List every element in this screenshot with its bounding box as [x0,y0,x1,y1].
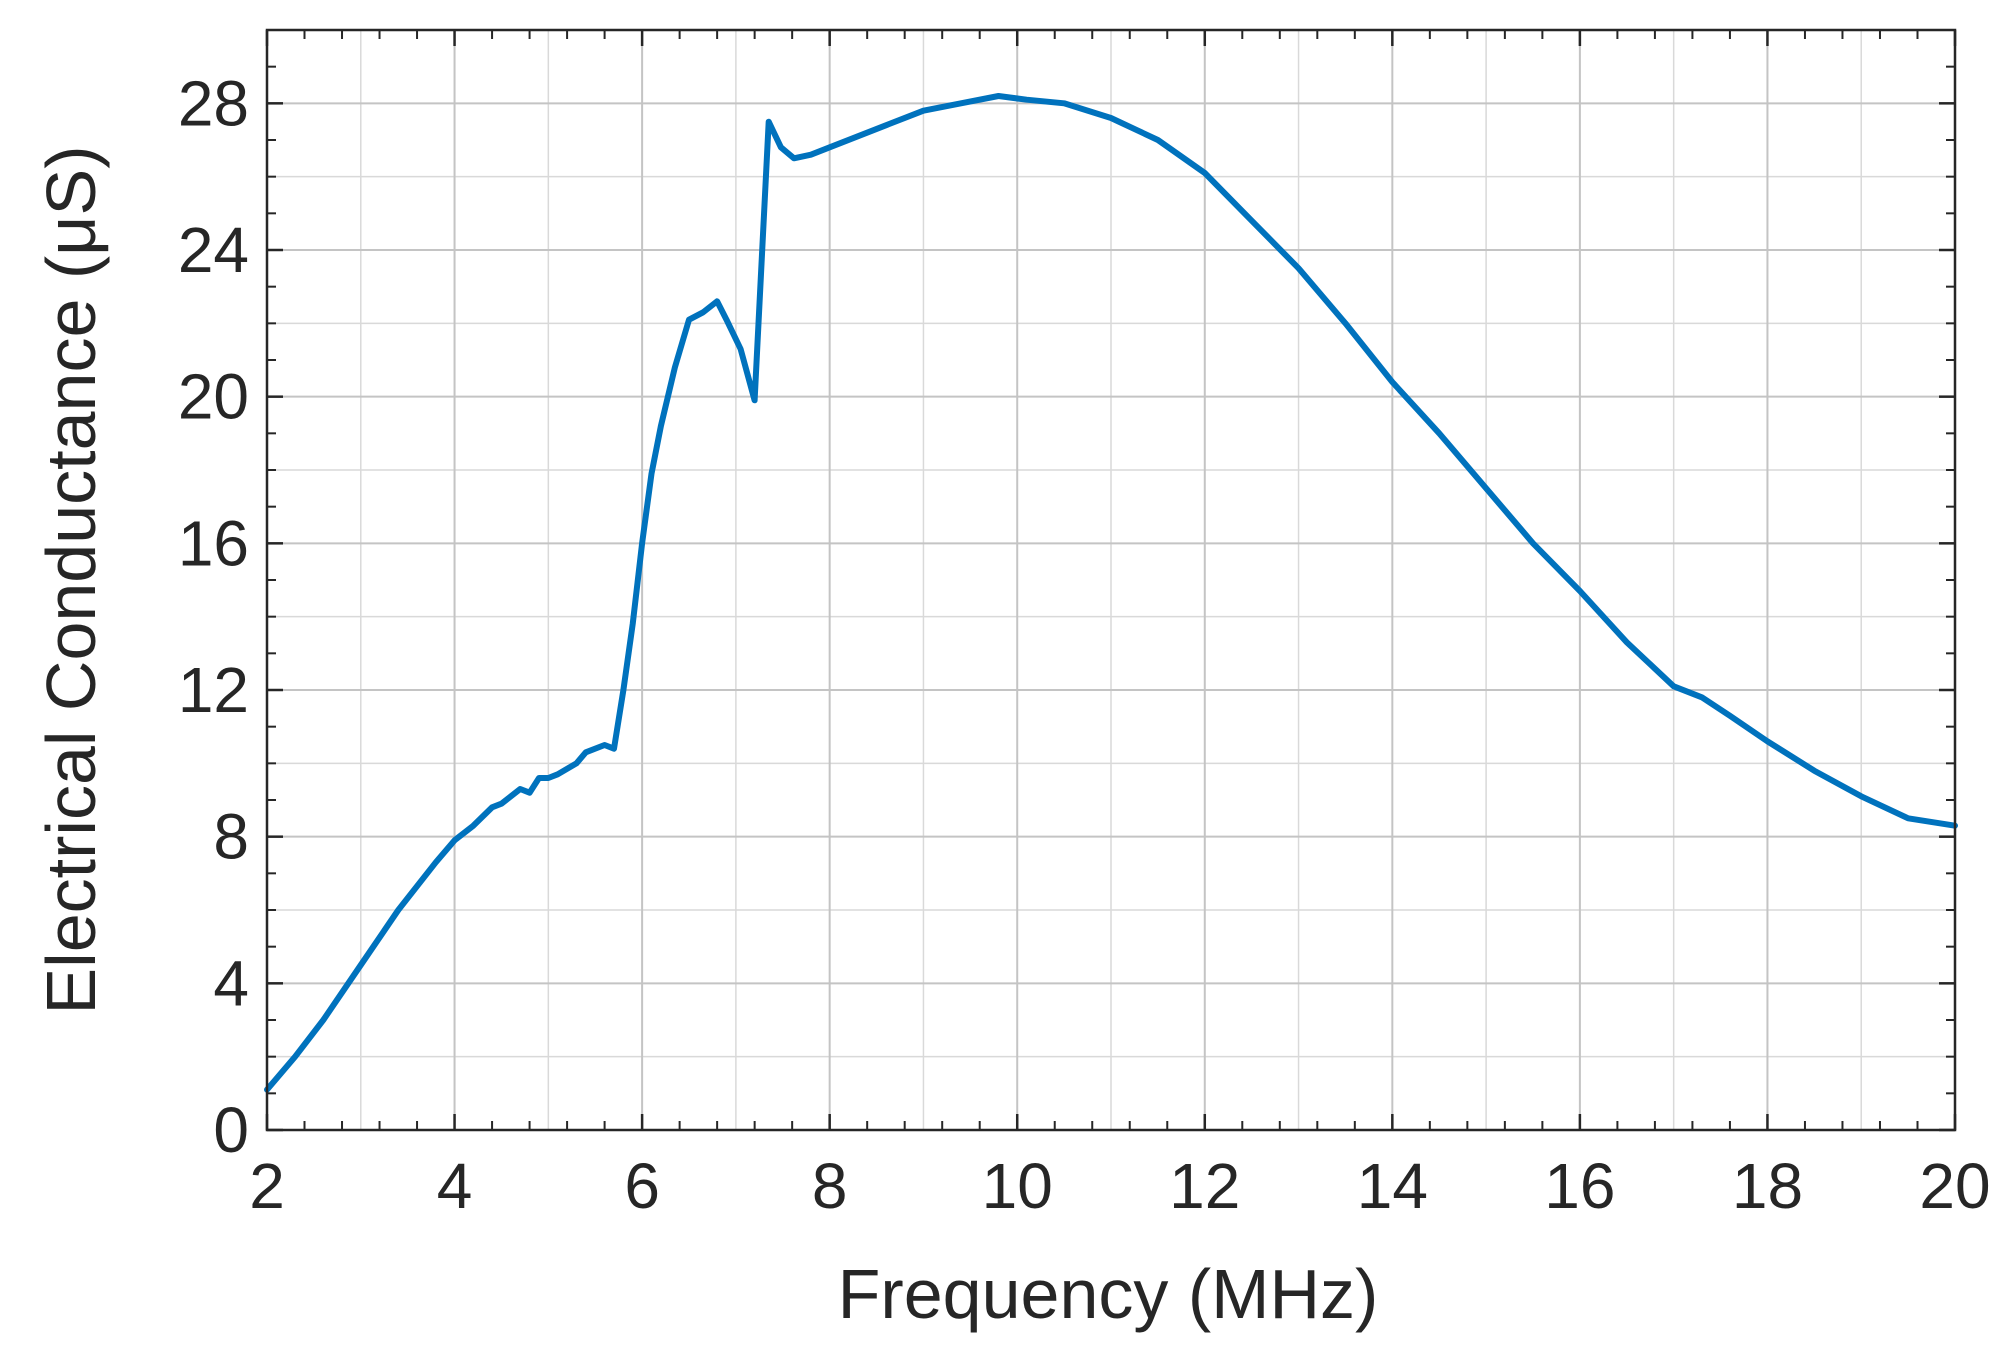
tick-layer [265,30,1957,1132]
x-tick-label: 12 [1169,1150,1240,1222]
x-tick-label: 4 [437,1150,473,1222]
x-tick-label: 20 [1919,1150,1990,1222]
x-tick-label: 8 [812,1150,848,1222]
y-tick-label: 16 [178,507,249,579]
x-axis-title: Frequency (MHz) [838,1255,1379,1333]
x-tick-label: 2 [249,1150,285,1222]
x-tick-label: 6 [624,1150,660,1222]
x-tick-label: 14 [1357,1150,1428,1222]
series-line-0 [264,93,1958,1093]
grid-layer [266,29,1956,1131]
y-tick-label: 24 [178,214,249,286]
y-tick-label: 28 [178,67,249,139]
line-layer [264,93,1958,1093]
y-tick-label: 8 [213,801,249,873]
y-tick-label: 0 [213,1094,249,1166]
y-tick-label: 20 [178,361,249,433]
y-tick-label: 12 [178,654,249,726]
x-tick-label: 10 [982,1150,1053,1222]
x-tick-label: 18 [1732,1150,1803,1222]
y-axis-title: Electrical Conductance (μS) [32,145,110,1014]
y-tick-label: 4 [213,947,249,1019]
x-tick-label: 16 [1544,1150,1615,1222]
